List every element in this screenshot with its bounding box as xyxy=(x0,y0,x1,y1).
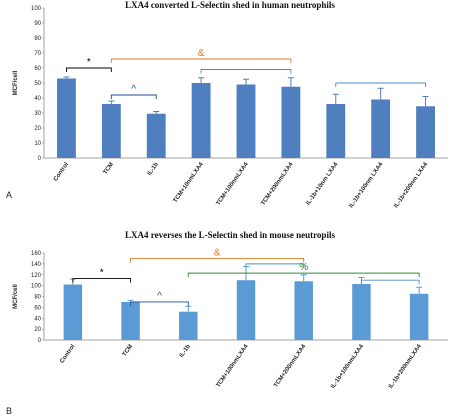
chart-a-category-label: TCM+200nmLXA4 xyxy=(260,161,294,207)
chart-b-category-label: IL-1b xyxy=(179,343,192,358)
chart-b-bar xyxy=(294,281,313,340)
chart-b-bar xyxy=(236,280,256,340)
chart-b-significance-bracket xyxy=(245,263,305,268)
chart-b-y-axis-label: MCF/cell xyxy=(13,284,19,309)
chart-a-bar xyxy=(326,104,346,158)
chart-a-y-tick-label: 50 xyxy=(34,81,41,87)
chart-a-category-label: TCM+10nmLXA4 xyxy=(173,161,206,204)
chart-a-significance-bracket xyxy=(200,69,292,74)
chart-b-significance-bracket xyxy=(72,278,132,283)
chart-b-significance-bracket xyxy=(187,272,420,278)
chart-b-y-tick-label: 120 xyxy=(31,273,42,279)
panel-b-label: B xyxy=(6,406,12,416)
chart-b-category-label: IL-1b+200nmLXA4 xyxy=(388,343,423,390)
chart-a-bar xyxy=(191,83,211,158)
chart-b-y-tick-label: 160 xyxy=(31,251,42,257)
chart-a-category-label: IL-1b+100nm LXA4 xyxy=(348,161,384,209)
chart-a-title: LXA4 converted L-Selectin shed in human … xyxy=(125,0,335,10)
chart-a: 0 10 20 30 40 50 60 70 80 90 100 MCF/cell Control TCM… xyxy=(13,6,448,209)
chart-a-category-label: TCM+100nmLXA4 xyxy=(216,161,250,207)
chart-a-bar xyxy=(281,86,301,158)
chart-a-significance-bracket xyxy=(110,94,157,99)
chart-a-category-label: TCM xyxy=(103,162,115,176)
chart-a-y-tick-label: 20 xyxy=(34,126,41,132)
chart-a-bar xyxy=(236,84,256,158)
chart-b-y-tick-label: 60 xyxy=(34,305,41,311)
chart-a-significance-bracket xyxy=(65,67,112,72)
chart-b-bar xyxy=(121,301,140,340)
chart-b-significance-symbol: % xyxy=(299,262,308,273)
chart-a-significance-symbol: * xyxy=(87,57,91,68)
chart-b-category-label: TCM xyxy=(122,344,134,358)
chart-b-significance-bracket xyxy=(360,279,420,285)
chart-a-y-tick-label: 70 xyxy=(34,51,41,57)
chart-b-y-tick-label: 100 xyxy=(31,284,42,290)
chart-a-bar xyxy=(57,78,76,158)
chart-a-y-tick-label: 100 xyxy=(31,6,42,12)
chart-a-y-axis-label: MCF/cell xyxy=(13,70,19,95)
chart-b-bar xyxy=(179,311,198,340)
chart-a-significance-symbol: ^ xyxy=(131,84,136,95)
chart-b-category-label: Control xyxy=(59,343,76,364)
chart-a-category-label: IL-1b+10nm LXA4 xyxy=(306,161,340,206)
panel-a-label: A xyxy=(6,190,12,200)
chart-b-category-label: TCM+100nmLXA4 xyxy=(216,343,250,389)
chart-b-bar xyxy=(409,293,429,340)
chart-a-y-tick-label: 30 xyxy=(34,111,41,117)
chart-b-significance-bracket xyxy=(130,257,305,263)
chart-a-bar xyxy=(416,106,435,158)
chart-b-significance-symbol: ^ xyxy=(157,291,162,302)
chart-a-y-tick-label: 80 xyxy=(34,36,41,42)
chart-a-bar xyxy=(146,113,166,158)
chart-b-y-tick-label: 40 xyxy=(34,316,41,322)
chart-a-category-label: IL-1b xyxy=(147,161,160,176)
chart-a-bar xyxy=(101,104,121,158)
chart-a-bar xyxy=(371,99,391,158)
chart-b-title: LXA4 reverses the L-Selectin shed in mou… xyxy=(125,230,335,240)
chart-a-significance-symbol: & xyxy=(198,48,205,59)
chart-b-y-tick-label: 0 xyxy=(38,338,42,344)
chart-a-y-tick-label: 40 xyxy=(34,96,41,102)
chart-b-significance-bracket xyxy=(130,301,189,306)
chart-a-category-label: IL-1b+200nm LXA4 xyxy=(393,161,429,209)
chart-b-category-label: IL-1b+100nmLXA4 xyxy=(330,343,365,390)
chart-b-y-tick-label: 140 xyxy=(31,262,42,268)
chart-b-significance-symbol: * xyxy=(100,268,104,279)
chart-b-y-tick-label: 80 xyxy=(34,295,41,301)
chart-a-y-tick-label: 90 xyxy=(34,21,41,27)
chart-b-y-tick-label: 20 xyxy=(34,327,41,333)
chart-b-bar xyxy=(352,283,371,340)
chart-b-significance-symbol: & xyxy=(214,247,221,258)
chart-a-y-tick-label: 10 xyxy=(34,141,41,147)
chart-a-y-tick-label: 60 xyxy=(34,66,41,72)
chart-b-category-label: TCM+200nmLXA4 xyxy=(273,343,307,389)
chart-b: 0 20 40 60 80 100 120 140 160 MCF/cell Control TCM I… xyxy=(13,247,448,390)
chart-a-significance-bracket xyxy=(110,58,292,63)
chart-b-bar xyxy=(63,284,83,340)
chart-a-y-tick-label: 0 xyxy=(38,156,42,162)
chart-a-category-label: Control xyxy=(53,161,70,182)
chart-a-significance-bracket xyxy=(335,82,427,87)
